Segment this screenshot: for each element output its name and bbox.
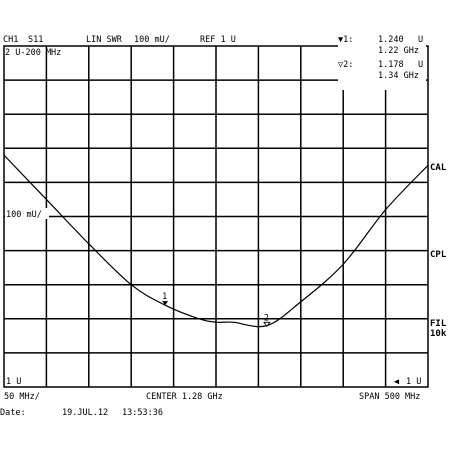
fil-bw-label: 10k (430, 329, 447, 339)
date-label: Date: (0, 408, 26, 418)
format-label: LIN SWR (86, 35, 123, 45)
ref-arrow-icon: ◀ (394, 377, 400, 387)
time-value: 13:53:36 (122, 408, 163, 418)
marker-1-value: 1.240 (378, 35, 404, 45)
marker-1-unit: U (418, 35, 423, 45)
grid (4, 46, 428, 387)
marker-2-symbol: ▽2: (338, 60, 353, 70)
fil-label: FIL (430, 319, 447, 329)
marker-2-unit: U (418, 60, 423, 70)
marker-readout-1: ▼1: 1.240 U 1.22 GHz (338, 35, 423, 56)
marker-layer: 12 (162, 292, 271, 327)
marker-1-label: 1 (162, 292, 167, 302)
scale-label: 100 mU/ (134, 35, 170, 45)
date-value: 19.JUL.12 (62, 408, 108, 418)
marker-2-triangle (263, 321, 271, 327)
scale-division-label: 100 mU/ (6, 210, 42, 220)
cpl-label: CPL (430, 250, 447, 260)
center-label: CENTER 1.28 GHz (146, 392, 223, 402)
parameter-label: S11 (28, 35, 43, 45)
marker-readout-2: ▽2: 1.178 U 1.34 GHz (338, 60, 423, 81)
trace-line (3, 154, 429, 328)
ref-value-label: 1 U (406, 377, 421, 387)
marker-1-freq: 1.22 GHz (378, 46, 419, 56)
span-label: SPAN 500 MHz (359, 392, 420, 402)
start-label: 50 MHz/ (4, 392, 40, 402)
range-label: 2 U-200 MHz (5, 48, 61, 58)
marker-1-triangle (162, 301, 169, 306)
marker-1-symbol: ▼1: (338, 35, 353, 45)
bottom-value-label: 1 U (6, 377, 21, 387)
cal-label: CAL (430, 163, 447, 173)
mid-label-bg (5, 208, 49, 219)
marker-readout-box (338, 32, 426, 90)
reference-label: REF 1 U (200, 35, 236, 45)
marker-2-value: 1.178 (378, 60, 404, 70)
marker-2-freq: 1.34 GHz (378, 71, 419, 81)
channel-label: CH1 (3, 35, 18, 45)
plot-frame (3, 45, 429, 388)
marker-2-label: 2 (264, 313, 269, 323)
